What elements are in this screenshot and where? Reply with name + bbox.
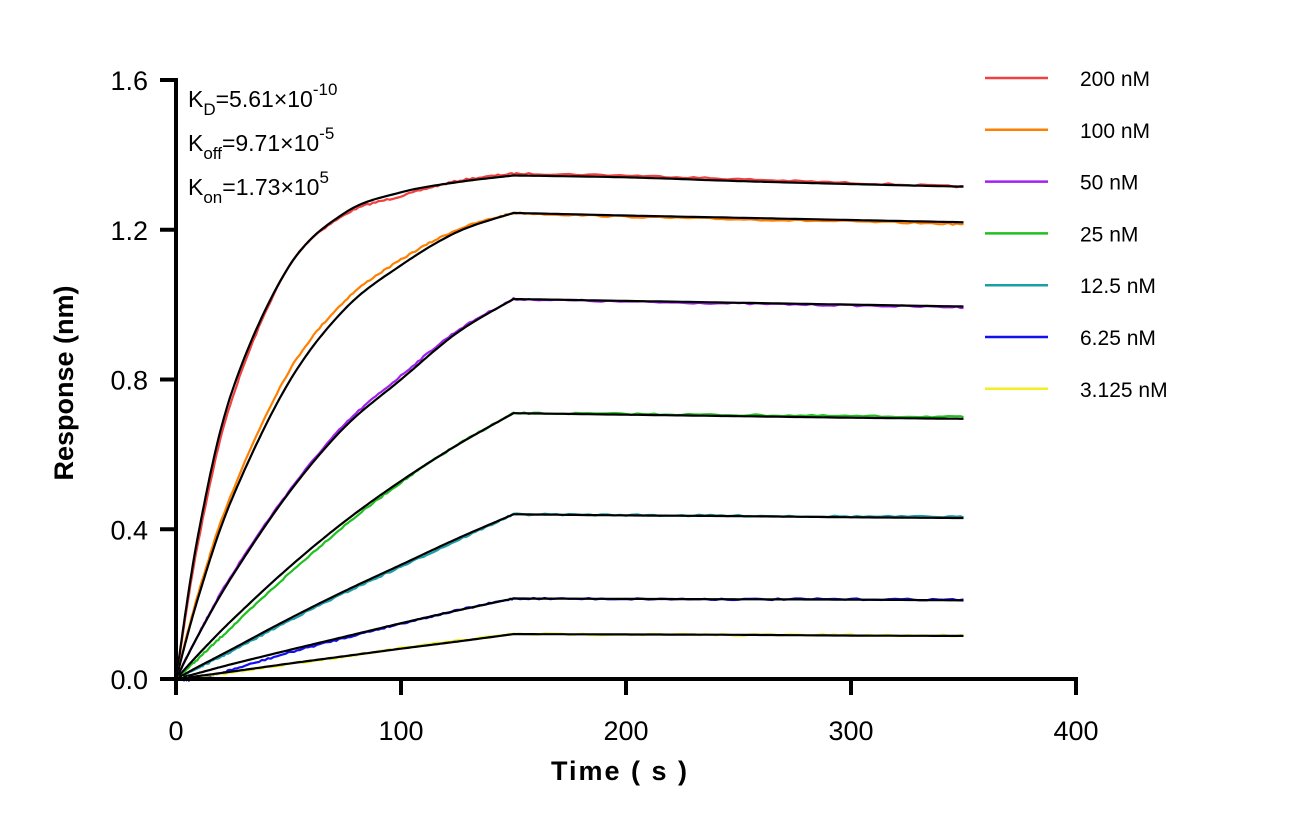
fit-line-3.125-nM bbox=[175, 633, 964, 681]
kinetic-constant-off: Koff=9.71×10-5 bbox=[188, 124, 334, 163]
kinetic-constant-D: KD=5.61×10-10 bbox=[188, 80, 337, 119]
fit-line-6.25-nM bbox=[175, 597, 964, 681]
series-line-6.25-nM bbox=[175, 596, 964, 682]
legend-item: 100 nM bbox=[985, 120, 1150, 143]
kinetic-constants: KD=5.61×10-10 Koff=9.71×10-5 Kon=1.73×105 bbox=[188, 80, 337, 207]
series-line-100-nM bbox=[174, 211, 964, 680]
y-tick-label: 0.8 bbox=[110, 366, 148, 396]
y-axis-label: Response (nm) bbox=[49, 285, 79, 480]
legend-label: 50 nM bbox=[1080, 172, 1138, 195]
fit-line-200-nM bbox=[174, 174, 964, 680]
legend-item: 6.25 nM bbox=[985, 327, 1156, 350]
legend: 200 nM 100 nM 50 nM 25 nM 12.5 nM 6.25 nM 3.12… bbox=[985, 68, 1168, 402]
legend-item: 25 nM bbox=[985, 223, 1138, 246]
x-tick-label: 300 bbox=[828, 716, 873, 746]
x-tick-label: 0 bbox=[168, 716, 183, 746]
series-line-50-nM bbox=[174, 296, 964, 680]
series-line-3.125-nM bbox=[175, 632, 964, 681]
legend-label: 100 nM bbox=[1080, 120, 1150, 143]
legend-label: 3.125 nM bbox=[1080, 379, 1168, 402]
fit-line-50-nM bbox=[175, 297, 964, 680]
fit-line-12.5-nM bbox=[175, 513, 964, 680]
fit-line-25-nM bbox=[175, 412, 964, 680]
legend-item: 200 nM bbox=[985, 68, 1150, 91]
legend-item: 3.125 nM bbox=[985, 379, 1168, 402]
x-tick-label: 400 bbox=[1053, 716, 1098, 746]
legend-label: 200 nM bbox=[1080, 68, 1150, 91]
y-tick-label: 0.4 bbox=[110, 515, 148, 545]
curves-layer bbox=[174, 171, 964, 682]
legend-item: 50 nM bbox=[985, 172, 1138, 195]
series-line-25-nM bbox=[175, 411, 964, 680]
kinetic-constant-on: Kon=1.73×105 bbox=[188, 168, 329, 207]
y-tick-label: 0.0 bbox=[110, 665, 148, 695]
legend-item: 12.5 nM bbox=[985, 275, 1156, 298]
y-tick-label: 1.6 bbox=[110, 66, 148, 96]
x-tick-label: 100 bbox=[378, 716, 423, 746]
legend-label: 12.5 nM bbox=[1080, 275, 1156, 298]
y-tick-label: 1.2 bbox=[110, 216, 148, 246]
series-line-12.5-nM bbox=[175, 512, 964, 681]
x-axis-label: Time ( s ) bbox=[551, 756, 689, 786]
series-line-200-nM bbox=[174, 171, 964, 680]
x-tick-label: 200 bbox=[603, 716, 648, 746]
legend-label: 25 nM bbox=[1080, 223, 1138, 246]
legend-label: 6.25 nM bbox=[1080, 327, 1156, 350]
fit-line-100-nM bbox=[174, 211, 964, 680]
axes bbox=[174, 78, 1078, 681]
ticks: 0 100 200 300 400 0.0 0.4 0.8 1.2 1.6 bbox=[110, 66, 1098, 746]
